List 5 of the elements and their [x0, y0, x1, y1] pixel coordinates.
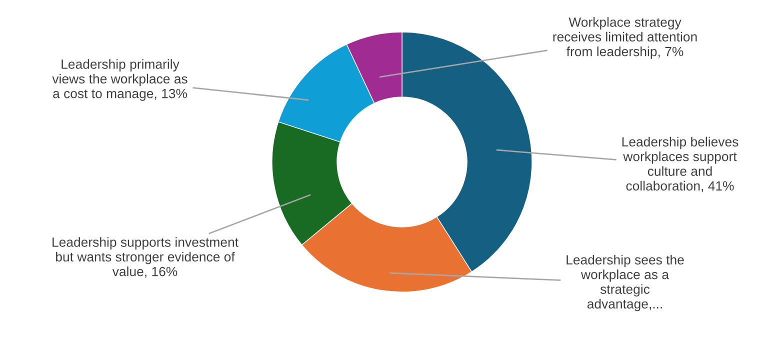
slice-label: Leadership primarily views the workplace as a cost to manage, 13% — [52, 59, 188, 101]
slice-label: Leadership believes workplaces support culture and collaboration, 41% — [622, 136, 738, 192]
slice-label: Leadership sees the workplace as a strategic advantage,... — [566, 254, 684, 312]
slice-label: Leadership supports investment but wants stronger evidence of value, 16% — [52, 237, 238, 278]
slice-label: Workplace strategy receives limited attention from leadership, 7% — [553, 17, 697, 59]
